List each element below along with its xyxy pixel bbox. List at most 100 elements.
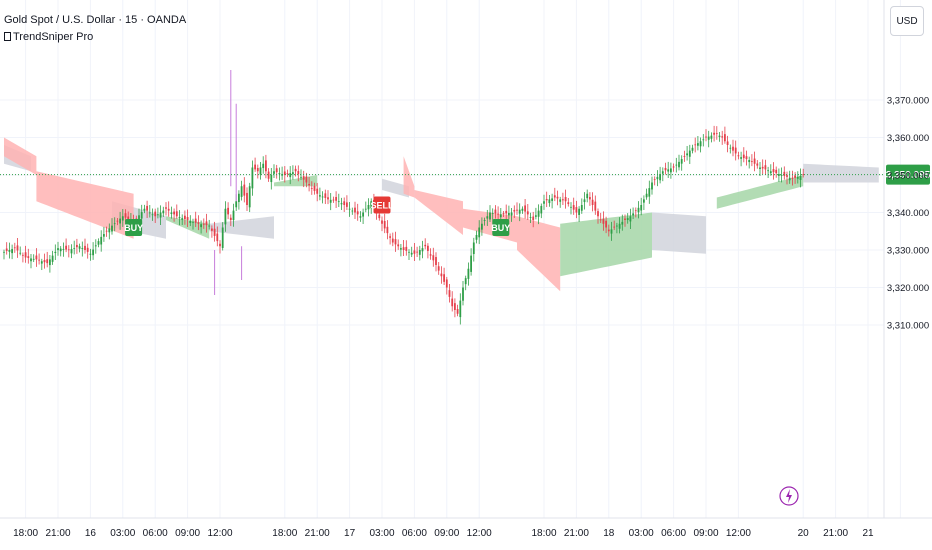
time-tick-label: 06:00 (402, 528, 427, 539)
candle-body (202, 223, 205, 225)
price-axis[interactable]: 3,310.000 3,320.000 3,330.000 3,340.000 3,35… (887, 96, 929, 332)
indicator-title-label: TrendSniper Pro (13, 31, 94, 43)
candle-body (632, 213, 634, 216)
candle-body (626, 218, 629, 221)
candle-body (745, 156, 748, 160)
candle-body (694, 144, 697, 146)
candle-body (772, 169, 775, 173)
candle-body (583, 199, 586, 203)
indicator-toggle-icon[interactable] (4, 32, 11, 41)
candle-body (664, 167, 667, 171)
candle-body (273, 171, 275, 174)
candle-body (46, 259, 49, 264)
candle-body (570, 206, 572, 208)
candle-body (370, 201, 373, 209)
candle-body (780, 175, 783, 176)
candle-body (548, 199, 551, 204)
candle-body (405, 246, 408, 251)
signal-badge-bg (373, 196, 391, 214)
time-tick-label: 12:00 (467, 528, 492, 539)
candle-body (637, 207, 640, 213)
candle-body (697, 143, 699, 146)
candle-body (313, 185, 316, 191)
candle-body (724, 134, 726, 142)
candle-body (54, 251, 57, 254)
candle-body (8, 250, 11, 252)
candle-body (599, 219, 602, 221)
cloud-neutral (652, 212, 706, 254)
candle-body (707, 136, 710, 140)
candle-body (497, 213, 499, 215)
candle-body (3, 251, 5, 253)
candle-body (659, 174, 661, 181)
candle-body (305, 176, 308, 183)
candle-body (216, 233, 219, 242)
time-tick-label: 03:00 (629, 528, 654, 539)
buy-signal-badge: BUY (491, 219, 510, 236)
time-tick-label: 18 (603, 528, 615, 539)
lightning-icon[interactable] (779, 486, 799, 506)
candle-body (616, 225, 618, 227)
time-axis[interactable]: 18:00 21:00 16 03:00 06:00 09:00 12:00 18:00 21:… (13, 528, 874, 539)
candle-body (278, 173, 281, 175)
symbol-title: Gold Spot / U.S. Dollar · 15 · OANDA (4, 14, 187, 26)
signal-label: BUY (124, 223, 143, 233)
candle-body (556, 196, 559, 199)
candle-body (221, 227, 224, 248)
time-tick-label: 18:00 (272, 528, 297, 539)
candle-body (97, 241, 100, 245)
price-tick-label: 3,370.000 (887, 96, 929, 107)
candle-body (343, 201, 346, 205)
candle-body (702, 139, 705, 141)
candle-body (607, 229, 610, 232)
candle-body (159, 212, 162, 218)
currency-selector-button[interactable]: USD (890, 6, 924, 36)
candle-body (32, 258, 35, 260)
price-tick-label: 3,320.000 (887, 283, 929, 294)
candle-body (262, 163, 265, 169)
time-tick-label: 18:00 (531, 528, 556, 539)
candle-body (794, 175, 796, 178)
candle-body (383, 221, 386, 229)
candle-body (402, 247, 405, 250)
trend-clouds (4, 137, 879, 292)
candle-body (661, 171, 664, 174)
candle-body (135, 218, 138, 220)
cloud-neutral (209, 216, 274, 239)
candle-body (705, 136, 707, 138)
candle-body (189, 220, 192, 223)
time-tick-label: 12:00 (207, 528, 232, 539)
candle-body (243, 184, 246, 196)
candle-body (213, 228, 216, 236)
candle-body (429, 254, 432, 256)
candle-body (24, 252, 27, 258)
candle-body (283, 171, 286, 175)
candle-body (475, 235, 478, 240)
candle-body (769, 171, 772, 174)
candle-body (602, 218, 605, 224)
candle-body (543, 201, 545, 204)
candle-body (413, 250, 416, 254)
signal-markers: BUY SELL BUY (124, 196, 510, 236)
candle-body (516, 209, 518, 211)
candle-body (443, 274, 445, 282)
candle-body (170, 212, 173, 214)
candle-body (70, 249, 73, 254)
sell-signal-badge: SELL (370, 196, 394, 214)
candle-body (229, 217, 232, 220)
candle-body (729, 147, 732, 149)
candle-body (103, 234, 105, 237)
candle-body (451, 298, 454, 307)
candle-body (194, 218, 197, 223)
time-tick-label: 18:00 (13, 528, 38, 539)
candle-body (208, 225, 211, 227)
candle-body (167, 208, 170, 211)
candle-body (138, 215, 140, 220)
time-tick-label: 21:00 (564, 528, 589, 539)
candle-body (359, 216, 362, 218)
candle-body (481, 223, 483, 230)
candle-body (154, 211, 157, 217)
candle-body (562, 199, 564, 201)
candle-body (92, 249, 94, 256)
